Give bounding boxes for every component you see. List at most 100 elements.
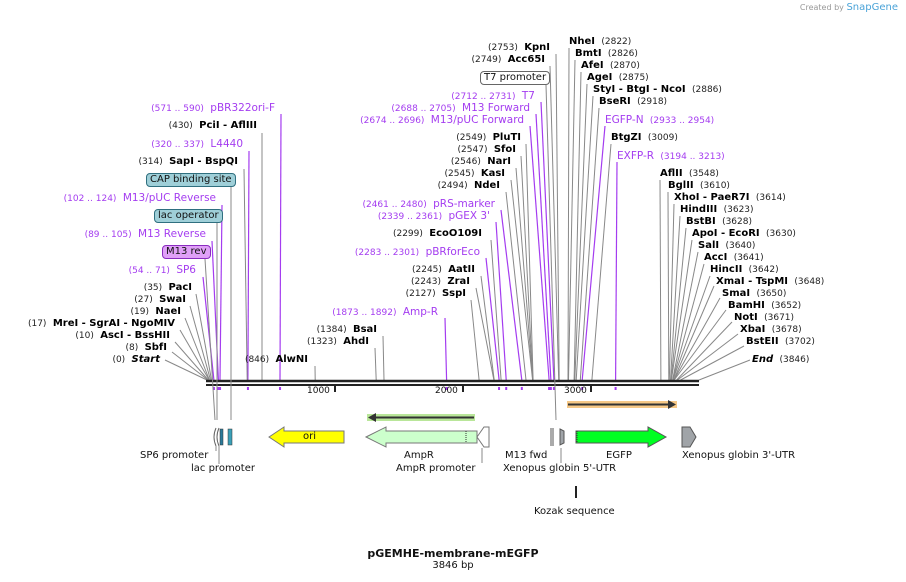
site-name: NdeI — [473, 180, 500, 191]
site-label-pluti[interactable]: (2549) PluTI — [456, 132, 521, 144]
egfp-arrow[interactable] — [575, 426, 668, 448]
site-label-bamhi[interactable]: BamHI (3652) — [728, 300, 801, 312]
site-position: (2549) — [456, 133, 487, 143]
site-label-afei[interactable]: AfeI (2870) — [581, 60, 640, 72]
site-label-aatii[interactable]: (2245) AatII — [412, 264, 475, 276]
globin3-utr-arrow[interactable] — [681, 426, 697, 448]
site-position: (3846) — [779, 355, 810, 365]
site-label-sp6[interactable]: (54 .. 71) SP6 — [129, 264, 196, 277]
site-connector-line — [475, 287, 495, 381]
site-connector-line — [520, 155, 534, 381]
site-label-bstbi[interactable]: BstBI (3628) — [686, 216, 752, 228]
site-name: SbfI — [144, 342, 167, 353]
globin5-utr-label: Xenopus globin 5'-UTR — [503, 463, 617, 474]
site-label-apoi[interactable]: ApoI - EcoRI (3630) — [692, 228, 796, 240]
site-label-sfoi[interactable]: (2547) SfoI — [458, 144, 516, 156]
site-label-ndei[interactable]: (2494) NdeI — [438, 180, 500, 192]
site-label-m13[interactable]: (89 .. 105) M13 Reverse — [85, 228, 206, 241]
site-label-pcii[interactable]: (430) PciI - AflIII — [169, 120, 257, 132]
site-name: PacI — [168, 282, 192, 293]
site-label-styi[interactable]: StyI - BtgI - NcoI (2886) — [593, 84, 722, 96]
sp6-lac-cluster[interactable] — [213, 427, 233, 464]
ampr-orf-arrow — [367, 413, 475, 422]
site-label-acci[interactable]: AccI (3641) — [704, 252, 764, 264]
site-label-m13-puc[interactable]: (102 .. 124) M13/pUC Reverse — [64, 192, 216, 205]
site-label-end[interactable]: End (3846) — [752, 354, 809, 366]
site-label-agei[interactable]: AgeI (2875) — [587, 72, 649, 84]
site-connector-line — [573, 71, 582, 381]
site-position: (2546) — [450, 157, 481, 167]
site-name: SmaI — [722, 288, 751, 299]
site-label-m13-puc[interactable]: (2674 .. 2696) M13/pUC Forward — [360, 114, 524, 127]
site-name: M13/pUC Reverse — [122, 192, 216, 204]
cap-binding-site-label[interactable]: CAP binding site — [146, 173, 236, 187]
site-label-hincii[interactable]: HincII (3642) — [710, 264, 779, 276]
site-label-start[interactable]: (0) Start — [112, 354, 160, 366]
lac-operator-label[interactable]: lac operator — [154, 209, 223, 223]
site-position: (3642) — [748, 265, 779, 275]
site-label-bsteii[interactable]: BstEII (3702) — [746, 336, 815, 348]
site-label-acc65i[interactable]: (2749) Acc65I — [471, 54, 545, 66]
site-label-mrei[interactable]: (17) MreI - SgrAI - NgoMIV — [28, 318, 175, 330]
site-position: (846) — [244, 355, 270, 365]
site-position: (89 .. 105) — [84, 230, 132, 240]
site-label-btgzi[interactable]: BtgZI (3009) — [611, 132, 678, 144]
site-name: pBRforEco — [425, 246, 480, 258]
site-label-alwni[interactable]: (846) AlwNI — [245, 354, 308, 366]
site-label-kasi[interactable]: (2545) KasI — [445, 168, 505, 180]
site-label-t7[interactable]: (2712 .. 2731) T7 — [451, 90, 535, 103]
site-label-sali[interactable]: SalI (3640) — [698, 240, 755, 252]
site-label-nhei[interactable]: NheI (2822) — [569, 36, 631, 48]
site-label-prs-marker[interactable]: (2461 .. 2480) pRS-marker — [362, 198, 495, 211]
site-label-nari[interactable]: (2546) NarI — [451, 156, 511, 168]
site-position: (2545) — [444, 169, 475, 179]
site-name: pGEX 3' — [448, 210, 490, 222]
site-label-smai[interactable]: SmaI (3650) — [722, 288, 786, 300]
site-label-swai[interactable]: (27) SwaI — [134, 294, 186, 306]
site-label-bseri[interactable]: BseRI (2918) — [599, 96, 667, 108]
site-label-noti[interactable]: NotI (3671) — [734, 312, 794, 324]
site-label-pgex[interactable]: (2339 .. 2361) pGEX 3' — [378, 210, 490, 223]
site-label-xhoi[interactable]: XhoI - PaeR7I (3614) — [674, 192, 786, 204]
site-label-egfp-n[interactable]: EGFP-N (2933 .. 2954) — [605, 114, 714, 127]
site-position: (3652) — [771, 301, 802, 311]
site-label-exfp-r[interactable]: EXFP-R (3194 .. 3213) — [617, 150, 725, 163]
site-connector-line — [614, 161, 618, 381]
site-label-sapi[interactable]: (314) SapI - BspQI — [139, 156, 238, 168]
site-label-naei[interactable]: (19) NaeI — [131, 306, 181, 318]
primer-marker — [445, 387, 448, 390]
primer-marker — [217, 387, 220, 390]
site-label-xmai[interactable]: XmaI - TspMI (3648) — [716, 276, 824, 288]
site-label-hindiii[interactable]: HindIII (3623) — [680, 204, 754, 216]
site-label-pbr322ori-f[interactable]: (571 .. 590) pBR322ori-F — [151, 102, 275, 115]
site-label-paci[interactable]: (35) PacI — [144, 282, 192, 294]
site-connector-line — [581, 125, 606, 381]
site-label-amp-r[interactable]: (1873 .. 1892) Amp-R — [332, 306, 438, 319]
site-label-bsai[interactable]: (1384) BsaI — [317, 324, 377, 336]
site-name: SwaI — [159, 294, 186, 305]
site-label-m13[interactable]: (2688 .. 2705) M13 Forward — [391, 102, 530, 115]
site-label-sspi[interactable]: (2127) SspI — [406, 288, 466, 300]
m13-fwd-feature[interactable] — [550, 428, 565, 446]
site-label-zrai[interactable]: (2243) ZraI — [411, 276, 470, 288]
site-label-bmti[interactable]: BmtI (2826) — [575, 48, 638, 60]
site-connector-line — [680, 345, 745, 381]
site-position: (17) — [27, 319, 47, 329]
site-name: Amp-R — [402, 306, 438, 318]
site-connector-line — [672, 275, 711, 381]
site-label-kpni[interactable]: (2753) KpnI — [488, 42, 550, 54]
ori-arrow[interactable] — [268, 426, 345, 448]
site-label-ecoo109i[interactable]: (2299) EcoO109I — [393, 228, 482, 240]
site-label-xbai[interactable]: XbaI (3678) — [740, 324, 802, 336]
ampr-arrow[interactable] — [364, 426, 478, 448]
site-label-l4440[interactable]: (320 .. 337) L4440 — [151, 138, 243, 151]
ampr-promoter-arrow[interactable] — [476, 426, 490, 448]
t7-promoter-label[interactable]: T7 promoter — [480, 71, 551, 85]
site-label-pbrforeco[interactable]: (2283 .. 2301) pBRforEco — [355, 246, 480, 259]
site-label-asci[interactable]: (10) AscI - BssHII — [75, 330, 170, 342]
site-label-ahdi[interactable]: (1323) AhdI — [307, 336, 369, 348]
site-label-aflii[interactable]: AflII (3548) — [660, 168, 719, 180]
m13-rev-label[interactable]: M13 rev — [162, 245, 211, 259]
site-label-sbfi[interactable]: (8) SbfI — [125, 342, 167, 354]
site-label-bglii[interactable]: BglII (3610) — [668, 180, 730, 192]
